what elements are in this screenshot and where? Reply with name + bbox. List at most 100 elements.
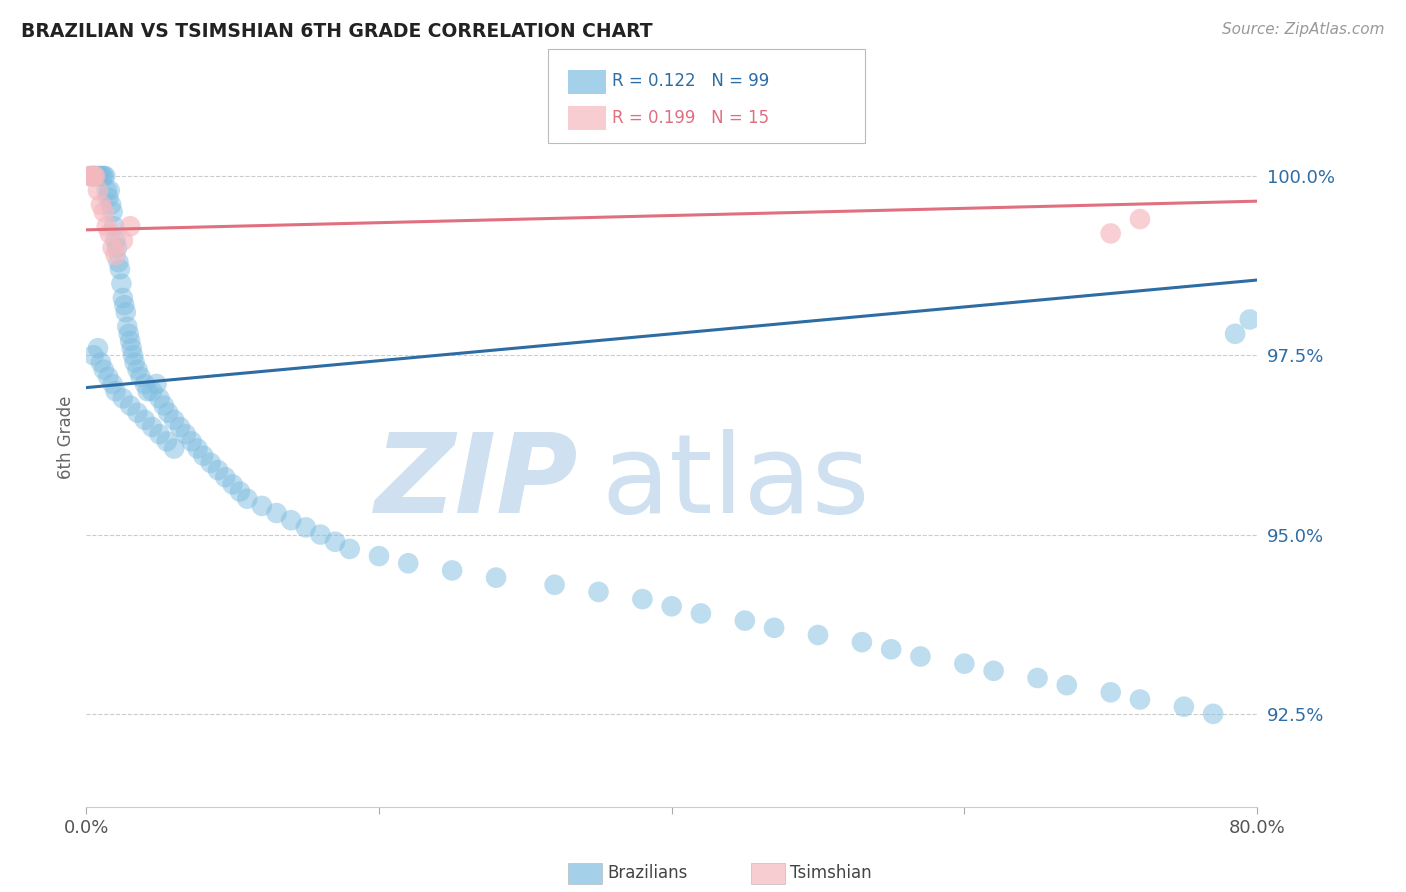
Point (134, 377, 156, 392)
Point (309, 527, 332, 541)
Point (1129, 692, 1152, 706)
Point (134, 413, 156, 427)
Point (339, 541, 361, 556)
Point (1129, 212, 1152, 227)
Point (807, 628, 830, 642)
Point (266, 506, 288, 520)
Point (97, 191, 120, 205)
Point (93, 205, 115, 219)
Text: ZIP: ZIP (374, 428, 578, 535)
Point (90, 198, 112, 212)
Point (82, 169, 104, 183)
Point (186, 442, 208, 456)
Point (104, 234, 127, 248)
Point (169, 420, 191, 434)
Point (90, 355, 112, 369)
Point (107, 255, 129, 269)
Point (880, 642, 903, 657)
Point (82, 169, 104, 183)
Point (153, 399, 176, 413)
Point (120, 334, 142, 348)
Text: R = 0.199   N = 15: R = 0.199 N = 15 (612, 109, 769, 127)
Point (180, 434, 202, 449)
Point (101, 377, 124, 392)
Point (111, 234, 134, 248)
Text: BRAZILIAN VS TSIMSHIAN 6TH GRADE CORRELATION CHART: BRAZILIAN VS TSIMSHIAN 6TH GRADE CORRELA… (21, 22, 652, 41)
Point (108, 262, 131, 277)
Text: R = 0.122   N = 99: R = 0.122 N = 99 (612, 72, 769, 90)
Point (588, 585, 610, 599)
Point (83, 348, 105, 362)
Point (631, 592, 654, 607)
Point (485, 571, 508, 585)
Point (174, 427, 197, 442)
Point (207, 463, 229, 477)
Point (94, 169, 117, 183)
Y-axis label: 6th Grade: 6th Grade (58, 396, 75, 480)
Point (90, 169, 112, 183)
Point (1223, 326, 1246, 341)
Point (148, 392, 170, 406)
Point (141, 384, 163, 399)
Point (145, 377, 167, 392)
Point (117, 319, 139, 334)
Point (129, 369, 152, 384)
Point (101, 241, 124, 255)
Point (983, 664, 1005, 678)
Point (690, 607, 713, 621)
Point (851, 635, 873, 649)
Point (124, 355, 146, 369)
Point (1056, 678, 1078, 692)
Point (91, 169, 114, 183)
Point (193, 449, 215, 463)
Point (98, 227, 121, 241)
Point (163, 442, 186, 456)
Point (120, 399, 142, 413)
Point (111, 291, 134, 305)
Point (200, 456, 222, 470)
Point (96, 219, 118, 234)
Point (910, 649, 932, 664)
Point (214, 470, 236, 484)
Point (96, 183, 118, 197)
Point (661, 599, 683, 614)
Point (97, 369, 120, 384)
Point (441, 564, 464, 578)
Point (87, 341, 110, 355)
Point (114, 305, 136, 319)
Point (93, 362, 115, 376)
Point (1239, 312, 1261, 326)
Point (1026, 671, 1049, 685)
Point (141, 420, 163, 434)
Point (89, 169, 111, 183)
Point (236, 491, 259, 506)
Point (111, 392, 134, 406)
Point (295, 520, 318, 534)
Point (368, 549, 391, 563)
Point (1173, 699, 1195, 714)
Text: atlas: atlas (602, 428, 870, 535)
Point (93, 169, 115, 183)
Point (1099, 685, 1122, 699)
Point (83, 169, 105, 183)
Point (163, 413, 186, 427)
Point (84, 169, 107, 183)
Point (98, 183, 121, 197)
Point (83, 169, 105, 183)
Point (323, 534, 346, 549)
Text: Brazilians: Brazilians (607, 864, 688, 882)
Point (127, 362, 149, 376)
Point (543, 578, 565, 592)
Point (157, 406, 180, 420)
Point (104, 384, 127, 399)
Point (127, 406, 149, 420)
Point (87, 183, 110, 197)
Point (221, 477, 243, 491)
Point (100, 198, 122, 212)
Point (122, 348, 145, 362)
Point (396, 556, 419, 570)
Point (953, 657, 976, 671)
Point (136, 384, 159, 399)
Point (118, 326, 141, 341)
Text: Source: ZipAtlas.com: Source: ZipAtlas.com (1222, 22, 1385, 37)
